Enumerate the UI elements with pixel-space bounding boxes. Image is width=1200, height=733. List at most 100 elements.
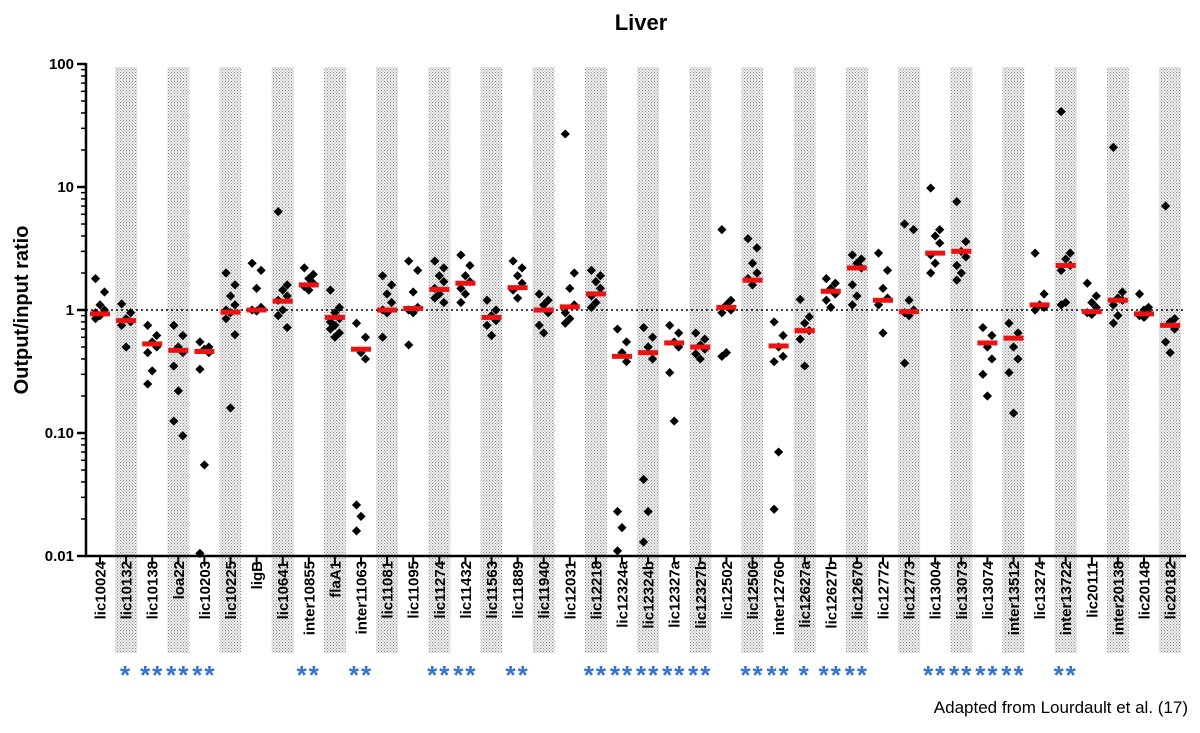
- data-point: [804, 312, 814, 322]
- mean-bar: [429, 286, 450, 292]
- shaded-band: [1002, 67, 1025, 653]
- data-point: [460, 289, 470, 299]
- data-point: [952, 275, 962, 285]
- data-point: [126, 308, 136, 318]
- data-point: [569, 268, 579, 278]
- data-point: [1013, 354, 1023, 364]
- data-point: [482, 320, 492, 330]
- data-point: [721, 348, 731, 358]
- data-point: [1008, 408, 1019, 418]
- data-point: [878, 283, 888, 293]
- data-point: [225, 291, 236, 301]
- shaded-bands: [115, 67, 1182, 653]
- mean-bar: [1160, 322, 1181, 328]
- shaded-band: [428, 67, 451, 653]
- y-tick-label: 0.10: [45, 425, 74, 442]
- mean-bar: [220, 309, 241, 315]
- data-point: [169, 416, 179, 426]
- data-point: [517, 278, 527, 288]
- x-tick-label: lic10024: [93, 560, 110, 619]
- data-point: [560, 129, 570, 139]
- x-tick-label: ligB: [249, 561, 266, 589]
- x-tick-label: lic20111: [1084, 561, 1101, 618]
- data-point: [821, 274, 831, 284]
- x-tick-label: inter13512: [1006, 561, 1023, 635]
- data-point: [1134, 289, 1145, 299]
- data-point: [617, 348, 627, 358]
- y-tick-label: 10: [57, 179, 74, 196]
- mean-bar: [1055, 263, 1076, 269]
- data-point: [617, 523, 627, 533]
- data-point: [560, 318, 570, 328]
- data-point: [282, 291, 292, 301]
- x-tick-label: lic12327a: [667, 560, 684, 627]
- significance-marker: **: [505, 660, 529, 690]
- data-point: [1165, 348, 1175, 358]
- data-point: [378, 332, 388, 342]
- data-point: [904, 295, 914, 305]
- shaded-band: [532, 67, 555, 653]
- data-point: [513, 271, 523, 281]
- x-tick-label: inter13722: [1058, 561, 1075, 635]
- data-point: [195, 337, 205, 347]
- mean-bar: [1003, 335, 1024, 341]
- x-tick-label: lic12627a: [797, 560, 814, 627]
- significance-marker: **: [949, 660, 973, 690]
- mean-bar: [351, 346, 371, 352]
- data-point: [221, 268, 231, 278]
- significance-marker: **: [923, 660, 947, 690]
- x-tick-label: lic10203: [197, 561, 214, 619]
- data-point: [1087, 297, 1097, 308]
- data-point: [273, 311, 283, 321]
- x-tick-label: lic12627b: [823, 561, 840, 629]
- data-point: [534, 320, 544, 330]
- significance-marker: **: [662, 660, 686, 690]
- data-point: [982, 391, 992, 401]
- x-tick-label: lic12670: [849, 561, 866, 619]
- data-point: [847, 250, 857, 260]
- data-point: [387, 280, 397, 290]
- mean-bar: [1107, 297, 1128, 303]
- data-point: [930, 231, 940, 241]
- data-point: [508, 256, 518, 266]
- data-point: [639, 322, 649, 333]
- data-point: [169, 361, 179, 371]
- data-point: [413, 265, 423, 275]
- significance-marker: **: [845, 660, 869, 690]
- data-point: [821, 295, 831, 305]
- data-point: [404, 256, 414, 266]
- data-point: [1108, 142, 1118, 152]
- data-point: [434, 271, 444, 281]
- significance-marker: **: [1001, 660, 1025, 690]
- x-tick-label: lic11563: [484, 561, 501, 619]
- data-point: [486, 330, 497, 341]
- data-point: [586, 265, 596, 275]
- mean-bar: [507, 285, 528, 291]
- data-point: [800, 318, 810, 328]
- mean-bar: [1081, 309, 1102, 315]
- data-point: [674, 342, 684, 352]
- data-point: [230, 330, 240, 340]
- data-point: [99, 287, 110, 297]
- data-point: [195, 548, 205, 558]
- significance-marker: *: [799, 660, 811, 690]
- data-point: [926, 183, 936, 193]
- data-point: [1117, 287, 1127, 297]
- data-point: [1139, 312, 1149, 323]
- data-point: [691, 328, 701, 338]
- data-point: [1004, 367, 1014, 378]
- mean-bar: [820, 288, 841, 294]
- mean-bar: [1134, 311, 1154, 317]
- mean-bar: [377, 307, 398, 313]
- mean-bar: [664, 340, 685, 346]
- significance-marker: **: [636, 660, 660, 690]
- data-point: [1004, 318, 1014, 328]
- x-tick-label: lic11889: [510, 561, 527, 619]
- data-point: [539, 300, 549, 310]
- data-point: [648, 332, 658, 342]
- x-tick-label: inter20138: [1110, 561, 1127, 635]
- mean-bar: [142, 341, 163, 347]
- significance-marker: **: [427, 660, 451, 690]
- data-point: [878, 328, 888, 338]
- data-point: [460, 271, 470, 281]
